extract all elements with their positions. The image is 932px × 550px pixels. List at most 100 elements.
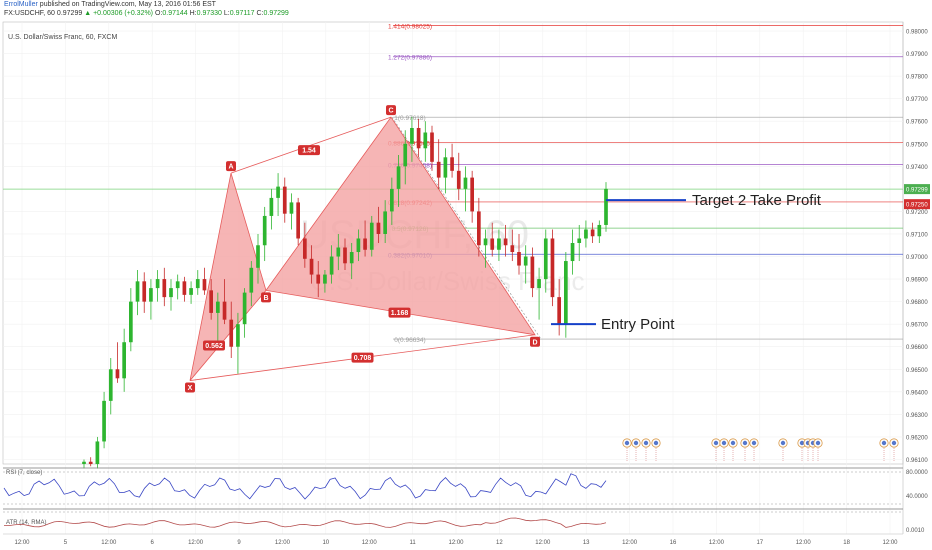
candle-body <box>102 400 106 442</box>
pattern-ratio-label: 0.562 <box>205 343 223 350</box>
candle-body <box>149 288 153 302</box>
open-label: O: <box>154 10 163 17</box>
y-tick-label: 0.97000 <box>906 255 928 261</box>
event-flag-icon <box>742 440 748 446</box>
candle-body <box>162 279 167 298</box>
candle-body <box>216 301 220 313</box>
target-price-tag <box>904 199 930 210</box>
candle-body <box>323 274 327 284</box>
y-tick-label: 0.97200 <box>906 210 928 216</box>
candle-body <box>430 132 434 162</box>
candle-body <box>390 188 394 212</box>
x-tick-label: 13 <box>583 540 590 546</box>
candle-body <box>423 132 428 149</box>
candle-body <box>590 229 595 237</box>
pattern-ratio-label: 0.708 <box>354 355 372 362</box>
rsi-tick: 40.0000 <box>906 494 928 500</box>
candle-body <box>503 238 508 246</box>
candle-body <box>604 188 608 225</box>
candle-body <box>169 288 173 298</box>
y-tick-label: 0.97500 <box>906 142 928 148</box>
candle-body <box>108 369 113 401</box>
fib-level-label: 1(0.97618) <box>394 115 425 122</box>
event-flag-icon <box>721 440 727 446</box>
y-tick-label: 0.97100 <box>906 232 928 238</box>
candle-body <box>202 279 207 291</box>
candle-body <box>584 229 588 239</box>
candle-body <box>463 177 468 189</box>
atr-label: ATR (14, RMA) <box>6 520 47 526</box>
target-price-tag-label: 0.97250 <box>906 203 928 209</box>
x-tick-label: 6 <box>151 540 155 546</box>
candle-body <box>456 170 461 189</box>
atr-line <box>3 517 607 528</box>
candle-body <box>490 238 495 250</box>
pattern-ratio-badge <box>203 340 225 351</box>
pattern-point-badge <box>185 382 195 393</box>
candle-body <box>289 202 294 214</box>
x-tick-label: 12:00 <box>448 540 464 546</box>
x-tick-label: 12:00 <box>14 540 30 546</box>
event-flag-icon <box>633 440 639 446</box>
last-price: 0.97299 <box>56 10 83 17</box>
candle-body <box>597 224 602 237</box>
event-flag-icon <box>881 440 887 446</box>
x-tick-label: 12:00 <box>709 540 725 546</box>
candle-body <box>316 274 321 284</box>
candle-body <box>557 297 561 325</box>
event-flag-icon <box>653 440 659 446</box>
publish-header: ErrolMuller published on TradingView.com… <box>4 1 216 9</box>
candle-body <box>182 281 187 295</box>
candle-body <box>142 281 147 302</box>
event-flag-icon <box>780 440 786 446</box>
candle-body <box>229 319 234 347</box>
candle-body <box>329 256 334 275</box>
fib-level-label: 1.414(0.98025) <box>388 23 432 30</box>
candle-body <box>309 258 314 275</box>
y-tick-label: 0.97400 <box>906 165 928 171</box>
x-tick-label: 5 <box>64 540 68 546</box>
pattern-point-label: D <box>532 339 537 346</box>
candle-body <box>450 157 454 171</box>
chart-title: U.S. Dollar/Swiss Franc, 60, FXCM <box>8 34 117 41</box>
candle-body <box>236 324 240 347</box>
event-flag-icon <box>891 440 897 446</box>
pattern-point-badge <box>226 161 236 172</box>
y-tick-label: 0.97900 <box>906 52 928 58</box>
x-tick-label: 18 <box>843 540 850 546</box>
candle-body <box>269 197 274 216</box>
y-tick-label: 0.98000 <box>906 30 928 36</box>
candle-body <box>175 281 180 289</box>
candle-body <box>396 166 401 189</box>
candle-body <box>570 243 575 262</box>
candle-body <box>543 238 548 280</box>
pattern-point-badge <box>530 336 540 347</box>
x-tick-label: 12:00 <box>275 540 291 546</box>
author-link[interactable]: ErrolMuller <box>4 1 38 8</box>
event-flag-icon <box>799 440 805 446</box>
candle-body <box>369 222 374 250</box>
candle-body <box>497 238 501 250</box>
candle-body <box>577 238 582 243</box>
pattern-point-label: C <box>388 108 393 115</box>
x-tick-label: 12:00 <box>535 540 551 546</box>
candle-body <box>510 245 515 253</box>
pattern-ratio-label: 1.54 <box>302 148 316 155</box>
x-tick-label: 12:00 <box>622 540 638 546</box>
y-tick-label: 0.96600 <box>906 345 928 351</box>
pattern-point-badge <box>261 292 271 303</box>
x-tick-label: 10 <box>322 540 329 546</box>
high-label: H: <box>189 10 197 17</box>
candle-body <box>363 238 367 250</box>
candle-body <box>436 161 441 178</box>
up-triangle-icon: ▲ <box>84 10 92 17</box>
x-tick-label: 12:00 <box>796 540 812 546</box>
pattern-point-badge <box>386 105 396 116</box>
candle-body <box>356 238 361 253</box>
y-tick-label: 0.96200 <box>906 435 928 441</box>
entry-annotation: Entry Point <box>601 316 675 333</box>
symbol-label: FX:USDCHF, 60 <box>4 10 55 17</box>
y-tick-label: 0.96500 <box>906 368 928 374</box>
quote-header: FX:USDCHF, 60 0.97299 ▲ +0.00306 (+0.32%… <box>4 10 289 18</box>
